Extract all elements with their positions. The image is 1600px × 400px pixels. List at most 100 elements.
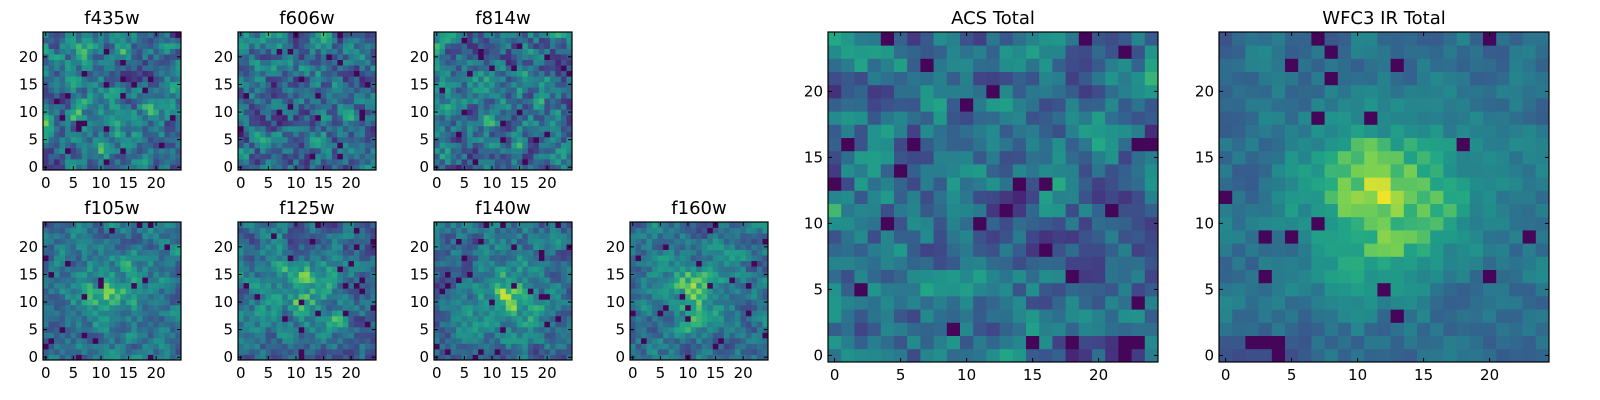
heatmap-cell xyxy=(81,81,88,88)
heatmap-cell xyxy=(81,92,88,99)
heatmap-cell xyxy=(505,54,512,60)
heatmap-cell xyxy=(282,131,289,138)
heatmap-cell xyxy=(59,131,66,138)
heatmap-cell xyxy=(461,244,468,250)
heatmap-cell xyxy=(723,299,730,306)
heatmap-cell xyxy=(685,266,692,273)
heatmap-cell xyxy=(92,222,99,228)
heatmap-cell xyxy=(751,315,758,322)
heatmap-cell xyxy=(276,142,283,149)
heatmap-cell xyxy=(489,332,496,339)
heatmap-cell xyxy=(641,304,647,311)
heatmap-cell xyxy=(304,136,311,143)
heatmap-cell xyxy=(276,321,283,328)
heatmap-cell xyxy=(986,296,1000,310)
heatmap-cell xyxy=(505,282,512,289)
heatmap-cell xyxy=(87,244,94,250)
heatmap-cell xyxy=(158,87,165,94)
heatmap-cell xyxy=(500,310,507,317)
heatmap-cell xyxy=(364,98,371,105)
heatmap-cell xyxy=(92,65,99,72)
heatmap-cell xyxy=(472,76,479,83)
heatmap-cell xyxy=(511,131,518,138)
heatmap-cell xyxy=(1065,177,1080,191)
heatmap-cell xyxy=(999,150,1014,165)
heatmap-cell xyxy=(751,299,758,306)
heatmap-cell xyxy=(142,354,149,361)
heatmap-cell xyxy=(337,277,344,284)
y-tick-label: 5 xyxy=(223,321,233,339)
heatmap-cell xyxy=(359,76,366,83)
heatmap-cell xyxy=(500,37,507,44)
heatmap-cell xyxy=(131,87,138,94)
heatmap-cell xyxy=(238,315,244,322)
heatmap-cell xyxy=(456,158,462,165)
heatmap-cell xyxy=(867,230,882,244)
heatmap-cell xyxy=(1052,335,1066,350)
heatmap-cell xyxy=(158,277,165,284)
heatmap-cell xyxy=(489,271,496,278)
heatmap-cell xyxy=(254,337,261,344)
heatmap-cell xyxy=(43,255,49,262)
heatmap-cell xyxy=(153,255,160,262)
heatmap-cell xyxy=(1065,348,1080,363)
heatmap-cell xyxy=(342,109,349,116)
heatmap-cell xyxy=(254,282,261,289)
x-tick-label: 15 xyxy=(119,174,138,192)
heatmap-cell xyxy=(282,310,289,317)
heatmap-cell xyxy=(120,304,127,311)
heatmap-cell xyxy=(478,227,485,234)
heatmap-cell xyxy=(309,227,316,234)
heatmap-cell xyxy=(54,125,60,132)
heatmap-cell xyxy=(265,43,272,49)
heatmap-cell xyxy=(762,227,769,234)
heatmap-cell xyxy=(986,256,1000,270)
heatmap-cell xyxy=(131,103,138,110)
heatmap-cell xyxy=(1118,335,1132,350)
heatmap-cell xyxy=(348,343,355,350)
heatmap-cell xyxy=(142,271,149,278)
heatmap-cell xyxy=(76,249,83,256)
heatmap-cell xyxy=(745,238,752,245)
heatmap-cell xyxy=(65,48,71,55)
heatmap-cell xyxy=(1131,203,1146,218)
heatmap-cell xyxy=(315,315,322,322)
heatmap-cell xyxy=(467,255,474,262)
heatmap-cell xyxy=(76,288,83,295)
heatmap-cell xyxy=(538,131,545,138)
heatmap-cell xyxy=(265,299,272,306)
heatmap-cell xyxy=(103,114,110,121)
heatmap-cell xyxy=(293,260,300,267)
heatmap-cell xyxy=(745,354,752,361)
heatmap-cell xyxy=(271,158,278,165)
heatmap-cell xyxy=(461,260,468,267)
heatmap-cell xyxy=(342,255,349,262)
heatmap-cell xyxy=(359,136,366,143)
heatmap-cell xyxy=(265,310,272,317)
heatmap-cell xyxy=(364,343,371,350)
heatmap-cell xyxy=(70,43,77,49)
heatmap-cell xyxy=(76,222,83,228)
heatmap-cell xyxy=(59,54,66,60)
heatmap-cell xyxy=(114,337,121,344)
heatmap-cell xyxy=(483,249,490,256)
heatmap-cell xyxy=(164,249,171,256)
heatmap-cell xyxy=(505,37,512,44)
heatmap-cell xyxy=(158,114,165,121)
heatmap-cell xyxy=(76,158,83,165)
heatmap-cell xyxy=(946,309,961,323)
heatmap-cell xyxy=(153,142,160,149)
heatmap-cell xyxy=(533,233,540,239)
heatmap-cell xyxy=(114,321,121,328)
heatmap-cell xyxy=(756,304,763,311)
heatmap-cell xyxy=(98,288,105,295)
heatmap-cell xyxy=(467,92,474,99)
heatmap-cell xyxy=(103,354,110,361)
heatmap-cell xyxy=(483,348,490,355)
heatmap-cell xyxy=(65,114,71,121)
heatmap-cell xyxy=(549,87,556,94)
heatmap-cell xyxy=(76,142,83,149)
heatmap-cell xyxy=(164,164,171,171)
heatmap-cell xyxy=(723,321,730,328)
heatmap-cell xyxy=(1026,348,1040,363)
